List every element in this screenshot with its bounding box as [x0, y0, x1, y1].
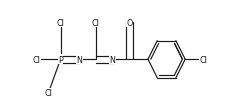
Text: Cl: Cl	[200, 55, 208, 64]
Text: Cl: Cl	[32, 55, 40, 64]
Text: Cl: Cl	[92, 18, 100, 27]
Text: N: N	[76, 55, 82, 64]
Text: O: O	[126, 18, 133, 27]
Text: N: N	[110, 55, 116, 64]
Text: Cl: Cl	[57, 18, 64, 27]
Text: P: P	[58, 55, 63, 64]
Text: Cl: Cl	[45, 88, 52, 97]
